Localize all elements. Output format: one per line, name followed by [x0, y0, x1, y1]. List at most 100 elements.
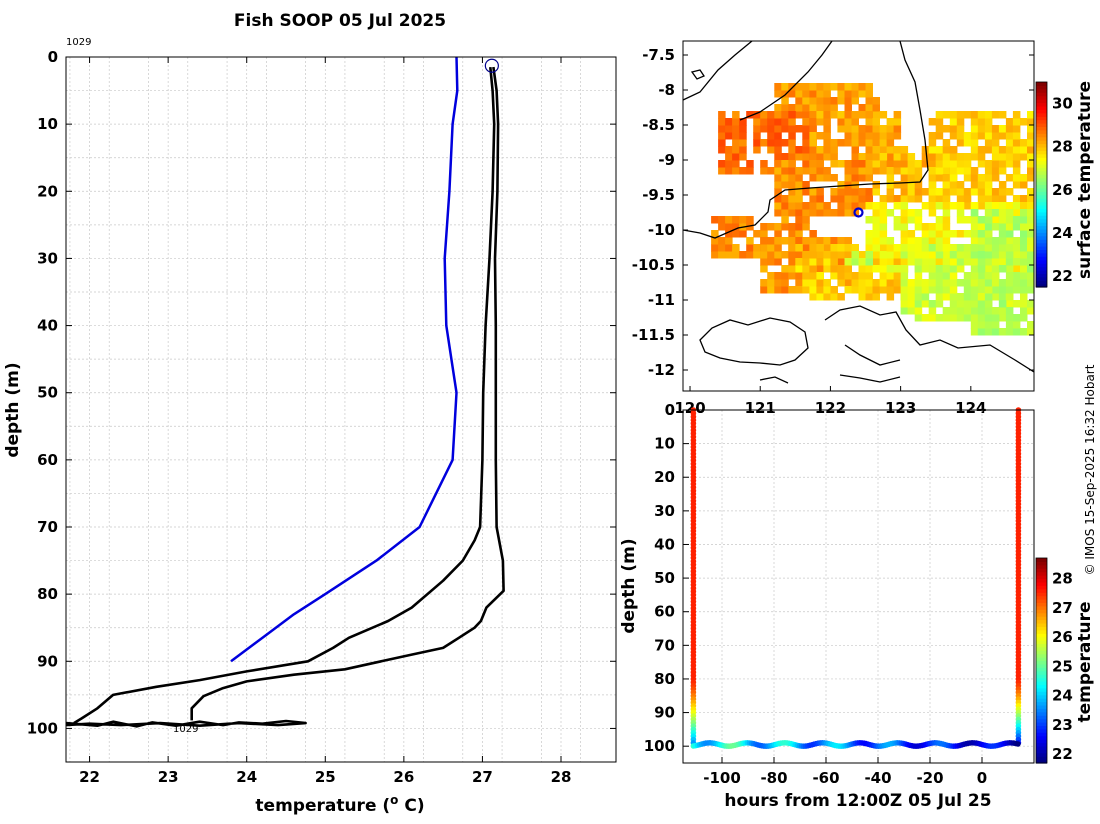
sst-cell: [1027, 272, 1034, 280]
sst-cell: [977, 251, 986, 259]
sst-cell: [879, 258, 888, 266]
sst-cell: [788, 167, 796, 175]
sst-cell: [802, 223, 810, 231]
colorbar-tick-label: 28: [1052, 138, 1073, 156]
sst-cell: [788, 125, 796, 133]
sst-cell: [1020, 272, 1028, 280]
sst-cell: [970, 293, 979, 301]
colorbar-segment: [1036, 218, 1047, 223]
sst-cell: [788, 202, 796, 210]
sst-cell: [900, 202, 909, 210]
sst-cell: [935, 265, 944, 273]
sst-cell: [879, 146, 888, 154]
sst-cell: [907, 160, 916, 168]
sst-cell: [1020, 139, 1028, 147]
sst-cell: [907, 244, 916, 252]
section-colorbar-segment: [1036, 711, 1047, 716]
sst-cell: [984, 314, 993, 322]
sst-cell: [1027, 307, 1034, 315]
sst-cell: [718, 216, 726, 224]
sst-cell: [935, 174, 944, 182]
sst-cell: [886, 181, 895, 189]
credit-text: © IMOS 15-Sep-2025 16:32 Hobart: [1083, 364, 1097, 575]
sst-cell: [963, 202, 972, 210]
sst-cell: [886, 209, 895, 217]
colorbar-segment: [1036, 109, 1047, 114]
sst-cell: [949, 258, 958, 266]
sst-cell: [907, 209, 916, 217]
map-x-tick-label: 122: [815, 399, 846, 417]
sst-cell: [788, 174, 796, 182]
sst-cell: [998, 279, 1007, 287]
sst-cell: [1027, 286, 1034, 294]
sst-cell: [928, 314, 937, 322]
sst-cell: [1005, 174, 1014, 182]
sst-cell: [774, 237, 782, 245]
sst-cell: [949, 314, 958, 322]
sst-cell: [781, 83, 789, 91]
sst-cell: [823, 286, 831, 294]
sst-cell: [1005, 328, 1014, 336]
sst-cell: [907, 307, 916, 315]
sst-cell: [872, 160, 880, 168]
x-tick-label: 28: [551, 768, 572, 786]
colorbar-segment: [1036, 232, 1047, 237]
sst-cell: [809, 230, 817, 238]
map-ticks: -7.5 -8 -8.5 -9 -9.5 -10 -10.5 -11 -11.5 -12 120 12…: [632, 46, 1034, 417]
colorbar-segment: [1036, 198, 1047, 203]
sst-cell: [879, 125, 888, 133]
section-colorbar-segment: [1036, 633, 1047, 638]
sst-cell: [893, 167, 902, 175]
sst-cell: [781, 286, 789, 294]
sst-cell: [942, 111, 951, 119]
sst-cell: [760, 111, 768, 119]
sst-cell: [774, 139, 782, 147]
sst-cell: [886, 258, 895, 266]
sst-cell: [900, 167, 909, 175]
sst-cell: [1027, 188, 1034, 196]
sst-cell: [1005, 132, 1014, 140]
section-y-tick-label: 90: [654, 704, 675, 722]
sst-cell: [1034, 300, 1042, 308]
sst-cell: [1034, 328, 1042, 336]
colorbar-segment: [1036, 119, 1047, 124]
sst-cell: [795, 209, 803, 217]
sst-cell: [998, 314, 1007, 322]
sst-cell: [844, 160, 852, 168]
sst-cell: [1034, 314, 1042, 322]
map-x-tick-label: 120: [674, 399, 705, 417]
sst-cell: [844, 188, 852, 196]
sst-cell: [998, 328, 1007, 336]
sst-cell: [830, 195, 838, 203]
sst-cell: [963, 251, 972, 259]
sst-cell: [1005, 244, 1014, 252]
sst-cell: [893, 286, 902, 294]
sst-cell: [956, 209, 965, 217]
sst-cell: [977, 258, 986, 266]
sst-cell: [795, 83, 803, 91]
sst-cell: [753, 111, 761, 119]
sst-cell: [977, 272, 986, 280]
sst-cell: [816, 209, 824, 217]
sst-cell: [788, 258, 796, 266]
sst-cell: [984, 230, 993, 238]
sst-cell: [984, 223, 993, 231]
sst-cell: [872, 209, 880, 217]
sst-cell: [970, 111, 979, 119]
sst-cell: [879, 251, 888, 259]
sst-cell: [858, 202, 866, 210]
sst-cell: [767, 125, 775, 133]
sst-cell: [767, 286, 775, 294]
sst-cell: [781, 181, 789, 189]
sst-cell: [907, 237, 916, 245]
sst-cell: [907, 293, 916, 301]
colorbar-segment: [1036, 99, 1047, 104]
sst-cell: [928, 209, 937, 217]
sst-cell: [865, 230, 873, 238]
sst-cell: [781, 160, 789, 168]
sst-cell: [795, 90, 803, 98]
sst-cell: [865, 90, 873, 98]
sst-cell: [977, 279, 986, 287]
sst-cell: [732, 251, 740, 259]
sst-cell: [1012, 251, 1021, 259]
